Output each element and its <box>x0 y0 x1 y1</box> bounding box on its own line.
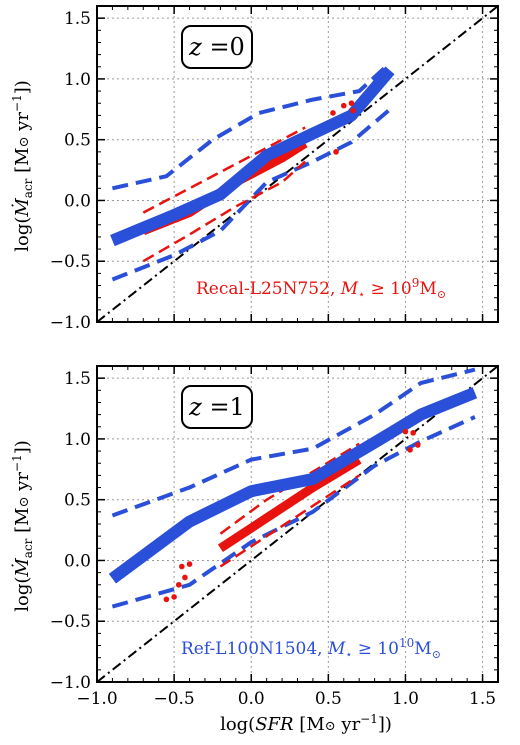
panel-label-z0: z =0 <box>181 25 253 69</box>
y-tick-label: 0.5 <box>64 491 91 511</box>
series-percentile-line <box>219 442 360 535</box>
panel-1: −1.0−1.0 −0.5 −0.5 0.0 0.0 0.5 0.5 1.0 1.0 1.5 1.5 <box>50 365 499 709</box>
panel-label-text: z =0 <box>188 33 245 61</box>
data-point <box>179 563 185 570</box>
series-percentile-line <box>111 107 392 282</box>
one-to-one-line <box>97 366 498 682</box>
y-axis-label-top: log(Ṁacr [M⊙ yr−1]) <box>10 80 35 252</box>
y-axis-label-bottom: log(Ṁacr [M⊙ yr−1]) <box>10 440 35 612</box>
y-tick-label: 0.5 <box>64 131 91 151</box>
data-point <box>333 149 339 155</box>
series-median-line <box>110 66 395 247</box>
x-tick-label: 1.0 <box>392 689 419 709</box>
annotation-top: Recal-L25N752, M⋆ ≥ 109M⊙ <box>196 276 446 301</box>
x-axis-label: log(SFR [M⊙ yr−1]) <box>220 712 392 735</box>
series-percentile-line <box>111 61 392 191</box>
y-tick-label: −1.0 <box>50 313 91 333</box>
panel-label-box <box>181 25 253 69</box>
data-point <box>330 110 336 116</box>
y-tick-label: 1.0 <box>64 430 91 450</box>
series-median-line <box>108 387 478 584</box>
data-point <box>340 102 347 109</box>
panel-0: −1.0 −0.5 0.0 0.5 1.0 1.5 <box>50 5 499 333</box>
data-point <box>175 581 182 588</box>
data-point <box>415 442 421 448</box>
x-tick-label: 0.0 <box>238 689 265 709</box>
y-tick-label: 1.0 <box>64 70 91 90</box>
data-point <box>407 447 413 453</box>
panel-label-box <box>181 385 253 429</box>
data-point <box>163 596 170 603</box>
data-point <box>182 574 188 581</box>
panel-label-z1: z =1 <box>181 385 253 429</box>
plot-area <box>97 366 498 682</box>
y-tick-label: −1.0 <box>50 673 91 693</box>
series-percentile-line <box>111 367 476 518</box>
x-tick-label: 0.5 <box>315 689 342 709</box>
series-percentile-line <box>142 126 306 214</box>
y-tick-label: 0.0 <box>64 551 91 571</box>
y-tick-label: 0.0 <box>64 191 91 211</box>
y-tick-label: 1.5 <box>64 9 91 29</box>
x-tick-label: 1.5 <box>469 689 496 709</box>
series-percentile-line <box>142 160 307 263</box>
x-tick-label: −0.5 <box>153 689 194 709</box>
plot-area <box>97 6 498 322</box>
y-tick-label: −0.5 <box>50 252 91 272</box>
series-percentile-line <box>219 474 360 568</box>
series-percentile-line <box>111 415 476 609</box>
data-point <box>348 100 355 107</box>
annotation-bottom: Ref-L100N1504, M⋆ ≥ 1010M⊙ <box>181 636 441 661</box>
data-point <box>171 594 177 600</box>
data-point <box>350 107 356 114</box>
y-tick-label: −0.5 <box>50 612 91 632</box>
series-median-line <box>217 455 362 553</box>
data-point <box>410 430 416 436</box>
one-to-one-line <box>97 6 498 322</box>
x-tick-label: −1.0 <box>76 689 117 709</box>
y-tick-label: 1.5 <box>64 369 91 389</box>
panel-label-text: z =1 <box>188 393 245 421</box>
data-point <box>402 428 409 435</box>
data-point <box>186 561 193 567</box>
